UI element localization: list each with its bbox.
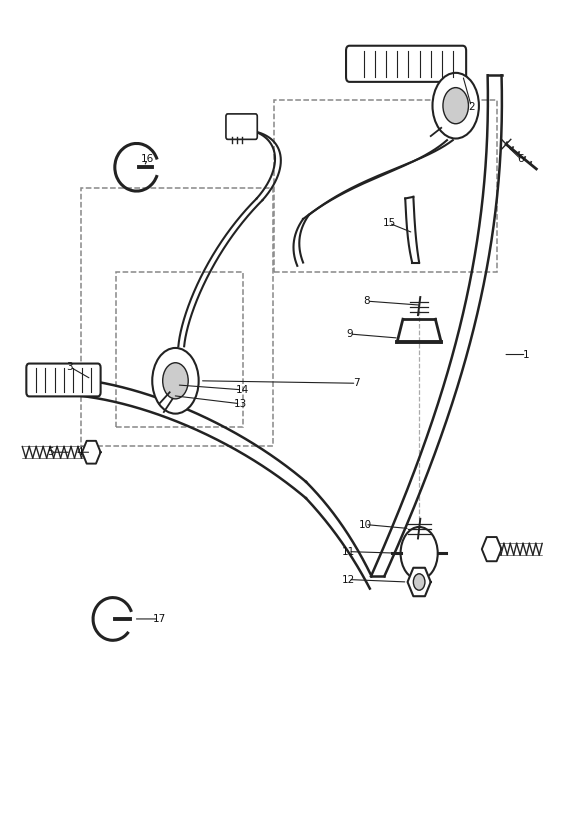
Text: 10: 10 bbox=[359, 519, 372, 530]
Circle shape bbox=[443, 87, 469, 124]
Text: 14: 14 bbox=[236, 385, 249, 395]
Text: 6: 6 bbox=[517, 154, 524, 164]
Text: 11: 11 bbox=[342, 546, 355, 556]
Bar bbox=[116, 273, 243, 427]
Text: 13: 13 bbox=[234, 399, 247, 409]
Text: 8: 8 bbox=[364, 296, 370, 307]
Circle shape bbox=[152, 348, 199, 414]
Text: 7: 7 bbox=[353, 378, 360, 388]
Circle shape bbox=[413, 574, 425, 590]
Circle shape bbox=[163, 363, 188, 399]
Text: 12: 12 bbox=[342, 574, 355, 584]
Text: 16: 16 bbox=[141, 154, 154, 164]
Polygon shape bbox=[82, 441, 101, 464]
Text: 17: 17 bbox=[153, 614, 166, 624]
Text: 15: 15 bbox=[382, 218, 396, 228]
FancyBboxPatch shape bbox=[226, 114, 257, 139]
Bar bbox=[274, 100, 497, 273]
Circle shape bbox=[433, 73, 479, 138]
Text: 9: 9 bbox=[346, 329, 353, 339]
Text: 2: 2 bbox=[468, 101, 475, 111]
Text: 5: 5 bbox=[47, 447, 54, 457]
Text: 1: 1 bbox=[523, 349, 530, 359]
Bar bbox=[82, 188, 273, 447]
Text: 4: 4 bbox=[76, 447, 83, 457]
Polygon shape bbox=[408, 568, 431, 597]
FancyBboxPatch shape bbox=[346, 46, 466, 82]
FancyBboxPatch shape bbox=[26, 363, 101, 396]
Polygon shape bbox=[482, 537, 501, 561]
Circle shape bbox=[401, 527, 438, 579]
Text: 3: 3 bbox=[66, 362, 73, 372]
